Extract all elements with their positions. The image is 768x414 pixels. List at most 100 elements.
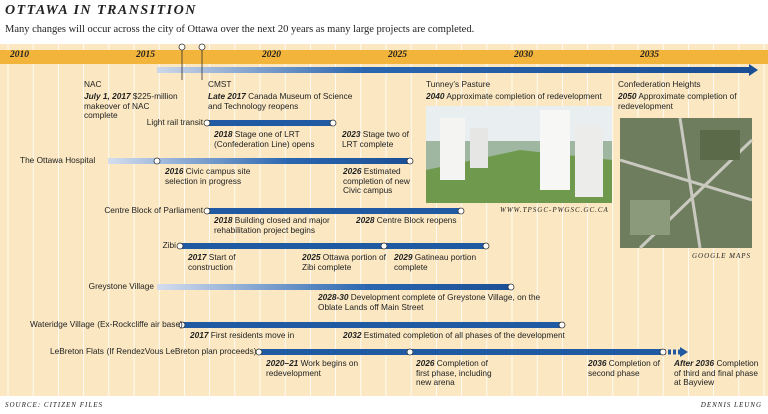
event-text: Start of construction — [188, 252, 236, 272]
timeline-bar — [207, 208, 461, 214]
event: 2032 Estimated completion of all phases … — [343, 330, 583, 341]
project-note: (If RendezVous LeBreton plan proceeds) — [106, 346, 257, 356]
timeline-bar — [207, 120, 333, 126]
photo — [426, 106, 612, 203]
event: July 1, 2017 $225-million makeover of NA… — [84, 91, 184, 121]
event-text: Estimated completion of all phases of th… — [363, 330, 565, 340]
project-label: LeBreton Flats (If RendezVous LeBreton p… — [50, 346, 257, 357]
event-text: $225-million makeover of NAC complete — [84, 91, 178, 121]
marker — [558, 321, 566, 329]
timeline-bar — [180, 243, 486, 249]
title: OTTAWA IN TRANSITION — [5, 3, 197, 18]
event-text: First residents move in — [210, 330, 295, 340]
event-text: Estimated completion of new Civic campus — [343, 166, 410, 196]
timeline-bar — [157, 67, 749, 73]
marker — [457, 207, 465, 215]
event: 2028 Centre Block reopens — [356, 215, 476, 226]
event-year: 2025 — [302, 252, 321, 262]
project-label: The Ottawa Hospital — [20, 155, 96, 166]
project-name: The Ottawa Hospital — [20, 155, 96, 165]
project-name: Centre Block of Parliament — [104, 205, 203, 215]
axis-year: 2020 — [262, 50, 281, 60]
marker — [482, 242, 490, 250]
project-name: CMST — [208, 79, 232, 89]
project-name: Confederation Heights — [618, 79, 701, 89]
event-year: 2026 — [416, 358, 435, 368]
event-year: 2028 — [356, 215, 375, 225]
marker — [178, 321, 186, 329]
event-text: Civic campus site selection in progress — [165, 166, 251, 186]
project-name: NAC — [84, 79, 102, 89]
event-text: Stage two of LRT complete — [342, 129, 409, 149]
event-year: July 1, 2017 — [84, 91, 131, 101]
event-text: Work begins on redevelopment — [266, 358, 359, 378]
photo-credit: GOOGLE MAPS — [692, 252, 752, 260]
event-year: 2017 — [190, 330, 209, 340]
event-year: 2028-30 — [318, 292, 349, 302]
axis-band — [0, 50, 768, 64]
project-label: Tunney’s Pasture — [426, 79, 491, 90]
marker — [255, 348, 263, 356]
project-label: Centre Block of Parliament — [104, 205, 203, 216]
event-text: Completion of first phase, including new… — [416, 358, 492, 388]
marker — [153, 157, 161, 165]
event-text: Gatineau portion complete — [394, 252, 477, 272]
event: 2020–21 Work begins on redevelopment — [266, 358, 406, 378]
marker — [659, 348, 667, 356]
event-year: 2029 — [394, 252, 413, 262]
event: 2017 Start of construction — [188, 252, 268, 272]
project-label: NAC — [84, 79, 102, 90]
axis-year: 2035 — [640, 50, 659, 60]
axis-year: 2015 — [136, 50, 155, 60]
project-name: Zibi — [162, 240, 176, 250]
event-year: 2020–21 — [266, 358, 299, 368]
event: 2023 Stage two of LRT complete — [342, 129, 422, 149]
event-text: Ottawa portion of Zibi complete — [302, 252, 386, 272]
event-year: 2040 — [426, 91, 445, 101]
event-text: Approximate completion of redevelopment — [446, 91, 602, 101]
source: SOURCE: CITIZEN FILES — [5, 401, 103, 409]
event: 2029 Gatineau portion complete — [394, 252, 484, 272]
event-year: Late 2017 — [208, 91, 246, 101]
project-name: Wateridge Village — [30, 319, 95, 329]
event-year: 2018 — [214, 129, 233, 139]
arrow — [680, 347, 688, 357]
project-name: Tunney’s Pasture — [426, 79, 491, 89]
event: 2018 Stage one of LRT (Confederation Lin… — [214, 129, 334, 149]
event-year: 2050 — [618, 91, 637, 101]
project-name: Light rail transit — [146, 117, 203, 127]
event-year: 2023 — [342, 129, 361, 139]
event: 2036 Completion of second phase — [588, 358, 663, 378]
marker — [507, 283, 515, 291]
marker — [176, 242, 184, 250]
project-label: Wateridge Village (Ex-Rockcliffe air bas… — [30, 319, 183, 330]
event: After 2036 Completion of third and final… — [674, 358, 764, 388]
marker — [203, 119, 211, 127]
event-year: After 2036 — [674, 358, 715, 368]
event: 2040 Approximate completion of redevelop… — [426, 91, 626, 102]
project-label: Greystone Village — [88, 281, 154, 292]
timeline-bar — [259, 349, 663, 355]
map — [619, 117, 754, 250]
project-name: Greystone Village — [88, 281, 154, 291]
event: 2028-30 Development complete of Greyston… — [318, 292, 558, 312]
timeline-bar — [108, 158, 410, 164]
axis-year: 2030 — [514, 50, 533, 60]
event-year: 2018 — [214, 215, 233, 225]
project-label: CMST — [208, 79, 232, 90]
event-text: Development complete of Greystone Villag… — [318, 292, 541, 312]
byline: DENNIS LEUNG — [700, 401, 762, 409]
marker — [198, 43, 206, 51]
marker — [406, 157, 414, 165]
event: Late 2017 Canada Museum of Science and T… — [208, 91, 358, 111]
timeline-bar — [182, 322, 562, 328]
event: 2016 Civic campus site selection in prog… — [165, 166, 285, 186]
project-label: Zibi — [162, 240, 176, 251]
event-year: 2016 — [165, 166, 184, 176]
project-label: Light rail transit — [146, 117, 203, 128]
project-label: Confederation Heights — [618, 79, 701, 90]
event-year: 2017 — [188, 252, 207, 262]
event-text: Centre Block reopens — [376, 215, 457, 225]
event-text: Completion of second phase — [588, 358, 660, 378]
